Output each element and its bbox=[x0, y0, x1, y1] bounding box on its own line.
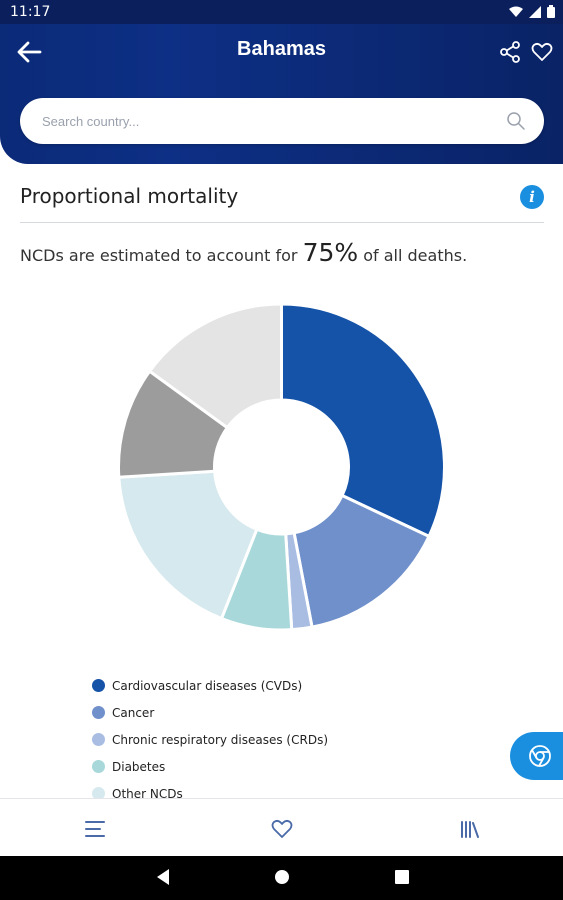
info-button[interactable]: i bbox=[520, 185, 544, 209]
app-header: Bahamas bbox=[0, 24, 563, 164]
share-icon bbox=[500, 41, 520, 63]
search-bar bbox=[20, 98, 544, 144]
legend-swatch bbox=[92, 733, 105, 746]
divider bbox=[20, 222, 544, 223]
donut-slice-7 bbox=[147, 302, 283, 430]
donut-slice-1 bbox=[280, 302, 446, 539]
arrow-left-icon bbox=[17, 41, 42, 63]
recents-square-icon[interactable] bbox=[394, 868, 410, 886]
system-navigation-bar bbox=[0, 856, 563, 900]
bottom-navigation bbox=[0, 798, 563, 856]
ncd-summary: NCDs are estimated to account for 75% of… bbox=[20, 238, 467, 267]
status-time: 11:17 bbox=[10, 4, 51, 20]
battery-icon bbox=[547, 5, 555, 18]
nav-menu-button[interactable] bbox=[83, 817, 107, 841]
share-button[interactable] bbox=[498, 40, 522, 64]
legend-item: Cancer bbox=[92, 699, 328, 726]
browser-fab-button[interactable] bbox=[510, 732, 563, 780]
legend-item: Chronic respiratory diseases (CRDs) bbox=[92, 726, 328, 753]
page-title: Bahamas bbox=[237, 38, 326, 60]
summary-percentage: 75% bbox=[302, 238, 359, 267]
home-circle-icon[interactable] bbox=[273, 868, 291, 886]
legend-swatch bbox=[92, 760, 105, 773]
legend-item: Other NCDs bbox=[92, 780, 328, 807]
status-bar: 11:17 bbox=[0, 0, 563, 24]
wifi-icon bbox=[509, 6, 523, 17]
donut-slice-5 bbox=[117, 469, 259, 621]
chrome-icon bbox=[529, 745, 551, 767]
info-icon: i bbox=[529, 188, 535, 206]
chart-legend: Cardiovascular diseases (CVDs) Cancer Chro… bbox=[92, 672, 328, 807]
heart-icon bbox=[531, 42, 553, 61]
nav-library-button[interactable] bbox=[458, 817, 482, 841]
search-input[interactable] bbox=[42, 98, 502, 144]
nav-favorites-button[interactable] bbox=[270, 817, 294, 841]
section-title: Proportional mortality bbox=[20, 184, 239, 208]
search-icon[interactable] bbox=[506, 111, 526, 131]
legend-label: Other NCDs bbox=[112, 786, 183, 801]
legend-label: Cancer bbox=[112, 705, 155, 720]
legend-swatch bbox=[92, 706, 105, 719]
donut-slice-2 bbox=[292, 493, 431, 629]
library-icon bbox=[461, 821, 479, 838]
signal-icon bbox=[529, 5, 541, 18]
menu-icon bbox=[85, 821, 105, 837]
legend-item: Cardiovascular diseases (CVDs) bbox=[92, 672, 328, 699]
legend-label: Cardiovascular diseases (CVDs) bbox=[112, 678, 303, 693]
back-button[interactable] bbox=[14, 38, 44, 66]
favorite-button[interactable] bbox=[530, 40, 554, 64]
summary-prefix: NCDs are estimated to account for bbox=[20, 246, 298, 265]
legend-label: Chronic respiratory diseases (CRDs) bbox=[112, 732, 328, 747]
summary-suffix: of all deaths. bbox=[363, 246, 468, 265]
status-icons bbox=[509, 5, 555, 18]
legend-swatch bbox=[92, 679, 105, 692]
legend-swatch bbox=[92, 787, 105, 800]
back-triangle-icon[interactable] bbox=[155, 868, 171, 886]
legend-label: Diabetes bbox=[112, 759, 166, 774]
legend-item: Diabetes bbox=[92, 753, 328, 780]
mortality-donut-chart bbox=[117, 302, 446, 632]
heart-icon bbox=[271, 819, 293, 838]
